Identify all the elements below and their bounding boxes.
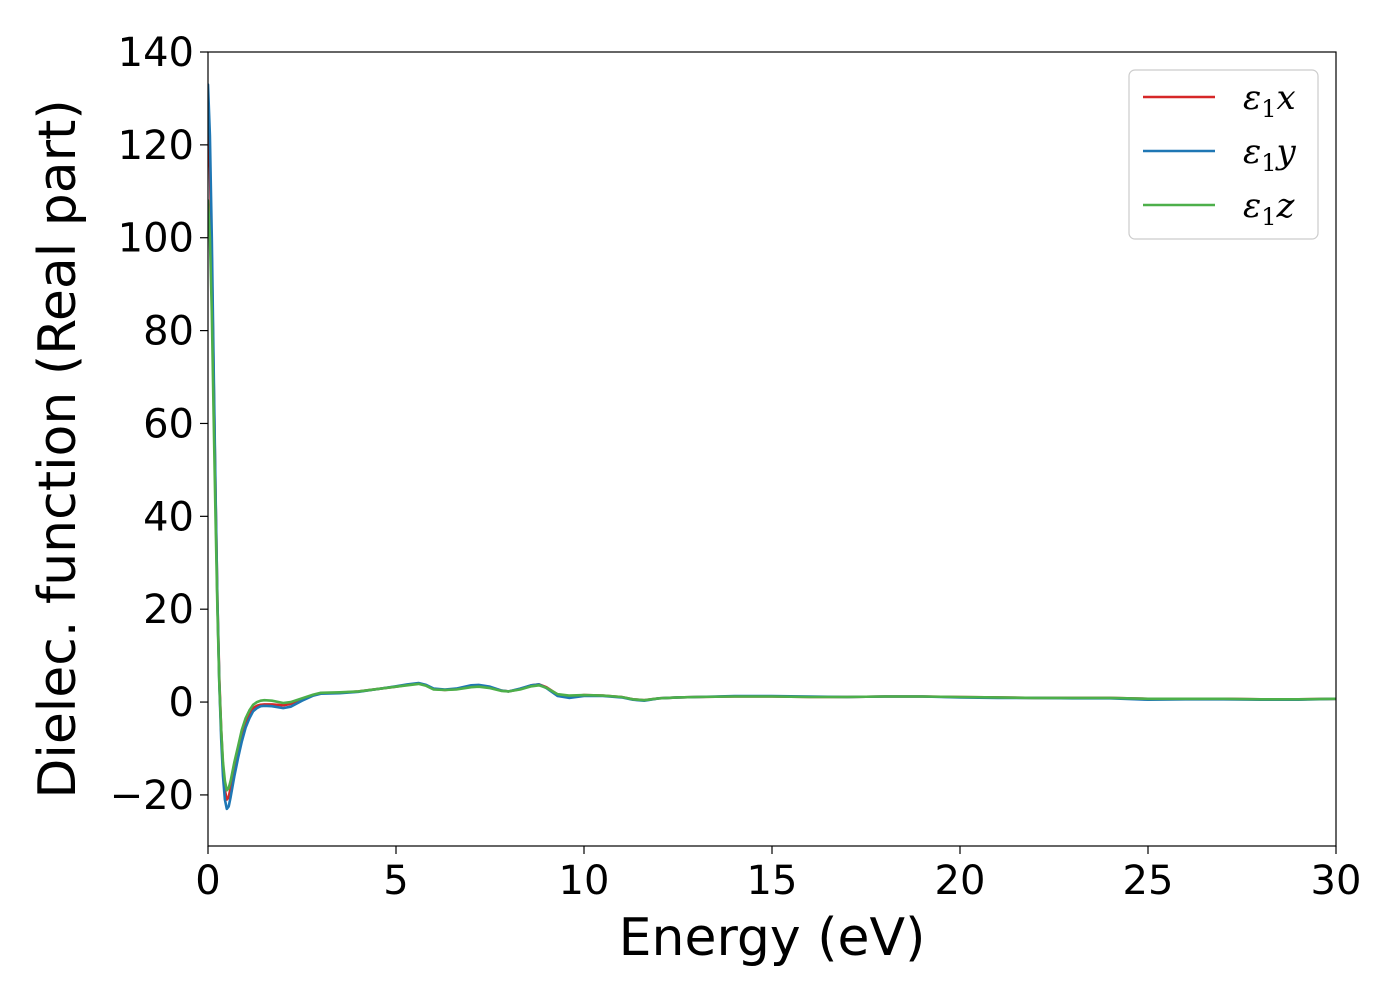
y-axis-label: Dielec. function (Real part) — [28, 99, 88, 798]
x-tick-label: 10 — [559, 858, 610, 904]
y-tick-label: −20 — [110, 773, 194, 819]
y-tick-label: 120 — [118, 123, 194, 169]
x-tick-label: 20 — [935, 858, 986, 904]
x-tick-label: 30 — [1311, 858, 1362, 904]
series-line-z — [208, 199, 1336, 792]
legend: ε1x ε1y ε1z — [1128, 69, 1319, 240]
x-tick-label: 15 — [747, 858, 798, 904]
y-axis: −20 0 20 40 60 80 100 120 140 — [110, 30, 208, 819]
y-tick-label: 140 — [118, 30, 194, 76]
legend-box — [1128, 69, 1319, 240]
series-layer — [208, 83, 1336, 811]
y-tick-label: 100 — [118, 216, 194, 262]
legend-label-z: ε1z — [1243, 186, 1296, 231]
x-tick-label: 0 — [195, 858, 220, 904]
y-tick-label: 40 — [143, 494, 194, 540]
legend-label-y: ε1y — [1243, 132, 1297, 177]
legend-label-x: ε1x — [1243, 78, 1296, 123]
y-tick-label: 20 — [143, 587, 194, 633]
y-tick-label: 60 — [143, 401, 194, 447]
x-axis-label: Energy (eV) — [619, 908, 926, 968]
x-axis: 0 5 10 15 20 25 30 — [195, 846, 1361, 904]
y-tick-label: 0 — [169, 680, 194, 726]
x-tick-label: 5 — [383, 858, 408, 904]
x-tick-label: 25 — [1123, 858, 1174, 904]
y-tick-label: 80 — [143, 309, 194, 355]
